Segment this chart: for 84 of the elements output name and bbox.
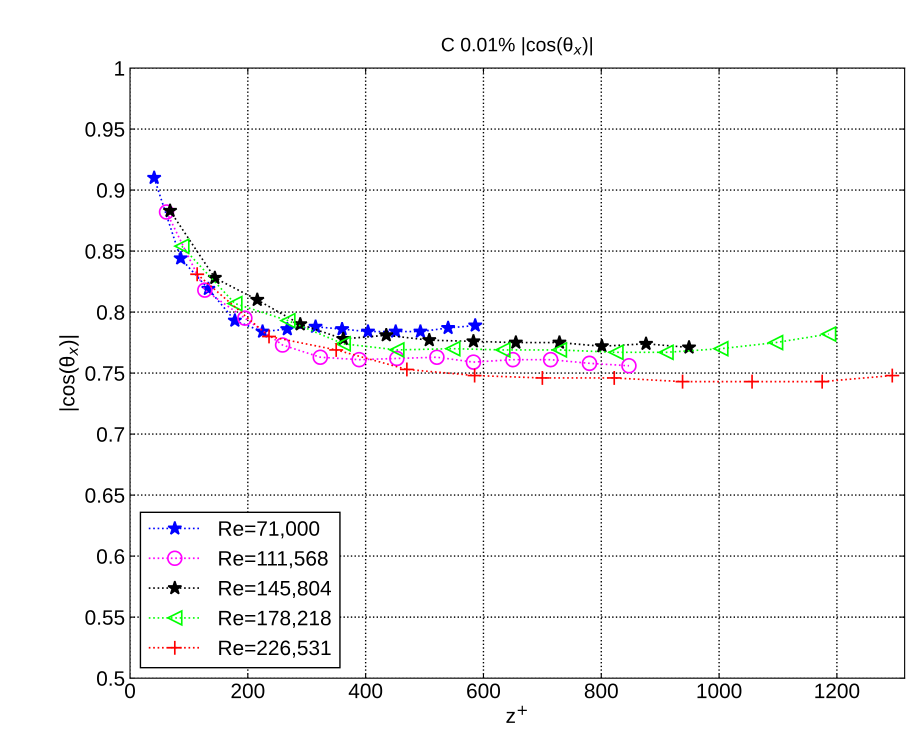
- legend-label: Re=71,000: [219, 521, 320, 538]
- point: [713, 340, 729, 356]
- point: [412, 324, 428, 338]
- point: [237, 310, 253, 326]
- point: [189, 266, 205, 282]
- point: [280, 321, 295, 336]
- point: [280, 312, 296, 328]
- point: [505, 352, 521, 368]
- point: [429, 349, 445, 366]
- x-tick-label: 600: [467, 684, 500, 698]
- x-tick-label: 0: [125, 684, 135, 698]
- point: [227, 296, 243, 312]
- point: [308, 318, 324, 334]
- point: [594, 338, 610, 353]
- point: [174, 238, 190, 254]
- point: [542, 352, 558, 368]
- point: [744, 374, 760, 390]
- point: [399, 362, 415, 378]
- point: [440, 320, 456, 334]
- y-axis-title: |cos(θ$_{x}$)|: [59, 336, 79, 410]
- x-axis-title: z$^{+}$: [506, 706, 527, 723]
- point: [389, 342, 405, 358]
- point: [328, 342, 344, 358]
- legend-label: Re=145,804: [219, 580, 332, 598]
- point: [508, 334, 524, 350]
- point: [608, 344, 624, 360]
- point: [261, 328, 277, 344]
- y-tick-label: 0.65: [85, 488, 124, 503]
- y-tick-label: 0.7: [97, 427, 124, 442]
- point: [227, 312, 242, 328]
- point: [768, 334, 784, 350]
- point: [658, 344, 674, 360]
- point: [884, 368, 900, 384]
- point: [207, 270, 222, 284]
- point: [334, 321, 350, 336]
- x-tick-label: 400: [348, 684, 382, 698]
- point: [814, 374, 830, 390]
- point: [820, 326, 836, 342]
- point: [466, 368, 482, 384]
- point: [682, 340, 696, 354]
- point: [389, 350, 405, 366]
- point: [638, 336, 654, 350]
- point: [197, 282, 213, 298]
- point: [162, 203, 178, 218]
- point: [552, 342, 568, 358]
- x-tick-label: 1200: [815, 684, 860, 698]
- x-tick-label: 1000: [698, 684, 742, 698]
- x-tick-label: 200: [231, 684, 264, 698]
- legend-label: Re=226,531: [219, 640, 331, 658]
- point: [674, 374, 690, 390]
- y-tick-label: 0.5: [97, 671, 124, 686]
- chart-title: C 0.01% |cos(θ$_{x}$)|: [442, 37, 592, 56]
- y-tick-label: 0.9: [97, 183, 124, 198]
- point: [422, 332, 437, 347]
- point: [274, 337, 290, 353]
- point: [466, 334, 481, 348]
- point: [466, 354, 482, 370]
- y-tick-label: 0.95: [85, 122, 124, 137]
- point: [158, 204, 174, 220]
- y-tick-label: 1: [115, 61, 124, 76]
- point: [312, 349, 328, 366]
- y-tick-label: 0.85: [85, 244, 124, 259]
- point: [146, 170, 162, 184]
- point: [534, 370, 550, 386]
- point: [250, 292, 265, 306]
- point: [621, 358, 637, 374]
- y-tick-label: 0.6: [97, 549, 124, 564]
- point: [335, 336, 352, 352]
- y-tick-label: 0.55: [85, 610, 124, 625]
- point: [378, 327, 394, 342]
- x-tick-label: 800: [584, 684, 618, 698]
- point: [445, 340, 461, 356]
- point: [351, 352, 367, 368]
- point: [468, 318, 483, 332]
- point: [173, 250, 188, 265]
- point: [606, 370, 622, 386]
- legend-label: Re=178,218: [219, 610, 331, 628]
- point: [495, 342, 511, 358]
- point: [388, 324, 404, 338]
- y-tick-label: 0.8: [97, 305, 124, 320]
- y-tick-label: 0.75: [85, 366, 124, 381]
- point: [582, 356, 598, 372]
- legend-label: Re=111,568: [219, 551, 328, 568]
- point: [360, 324, 376, 338]
